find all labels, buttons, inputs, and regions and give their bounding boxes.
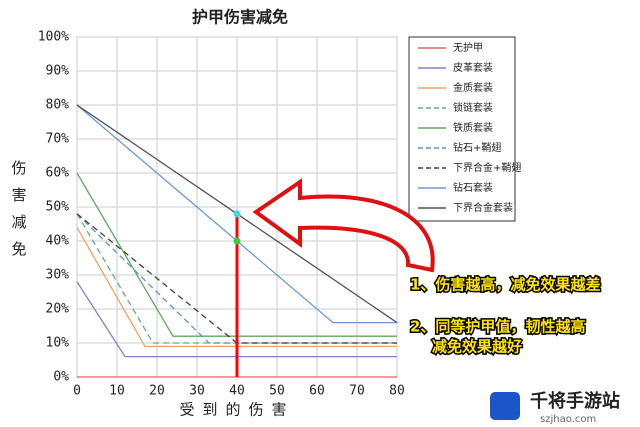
legend-label: 金质套装	[453, 81, 493, 94]
y-tick-label: 50%	[46, 200, 70, 215]
series-line	[76, 172, 397, 337]
series-line	[76, 281, 397, 358]
arrow	[252, 178, 435, 273]
legend-label: 钻石套装	[453, 181, 493, 194]
legend-label: 铁质套装	[453, 121, 493, 134]
series-line	[76, 104, 397, 324]
y-tick-label: 80%	[46, 98, 70, 113]
y-tick-label: 60%	[46, 166, 70, 181]
logo-icon	[490, 392, 520, 420]
x-tick-label: 60	[309, 384, 325, 399]
logo-name: 千将手游站	[530, 390, 620, 412]
y-axis-label: 伤害减免	[10, 160, 28, 268]
y-tick-label: 40%	[46, 234, 70, 249]
x-tick-label: 10	[109, 384, 125, 399]
legend-label: 下界合金+鞘翅	[453, 161, 521, 174]
note: 1、伤害越高，减免效果越差	[410, 276, 600, 294]
legend-label: 皮革套装	[453, 61, 493, 74]
legend-label: 下界合金套装	[453, 201, 513, 214]
legend-label: 锁链套装	[453, 101, 493, 114]
y-tick-label: 20%	[46, 302, 70, 317]
y-tick-label: 0%	[53, 370, 69, 385]
x-tick-label: 40	[229, 384, 245, 399]
x-tick-label: 0	[73, 384, 81, 399]
x-tick-label: 30	[189, 384, 205, 399]
x-tick-label: 50	[269, 384, 285, 399]
y-tick-label: 90%	[46, 64, 70, 79]
note: 2、同等护甲值，韧性越高	[410, 318, 585, 336]
x-tick-label: 70	[349, 384, 365, 399]
y-tick-label: 30%	[46, 268, 70, 283]
series-line	[76, 227, 397, 348]
highlight-dot	[233, 210, 241, 218]
x-axis-label: 受到的伤害	[179, 401, 294, 419]
y-tick-label: 100%	[38, 30, 69, 45]
chart-title: 护甲伤害减免	[192, 8, 288, 27]
logo-url: szjhao.com	[540, 414, 596, 425]
y-tick-label: 70%	[46, 132, 70, 147]
y-tick-label: 10%	[46, 336, 70, 351]
note: 减免效果越好	[432, 338, 522, 356]
highlight-dot	[233, 237, 241, 245]
x-tick-label: 80	[389, 384, 405, 399]
legend-label: 钻石+鞘翅	[453, 141, 501, 154]
logo: 千将手游站 szjhao.com	[490, 390, 620, 425]
x-tick-label: 20	[149, 384, 165, 399]
legend-label: 无护甲	[453, 41, 483, 54]
